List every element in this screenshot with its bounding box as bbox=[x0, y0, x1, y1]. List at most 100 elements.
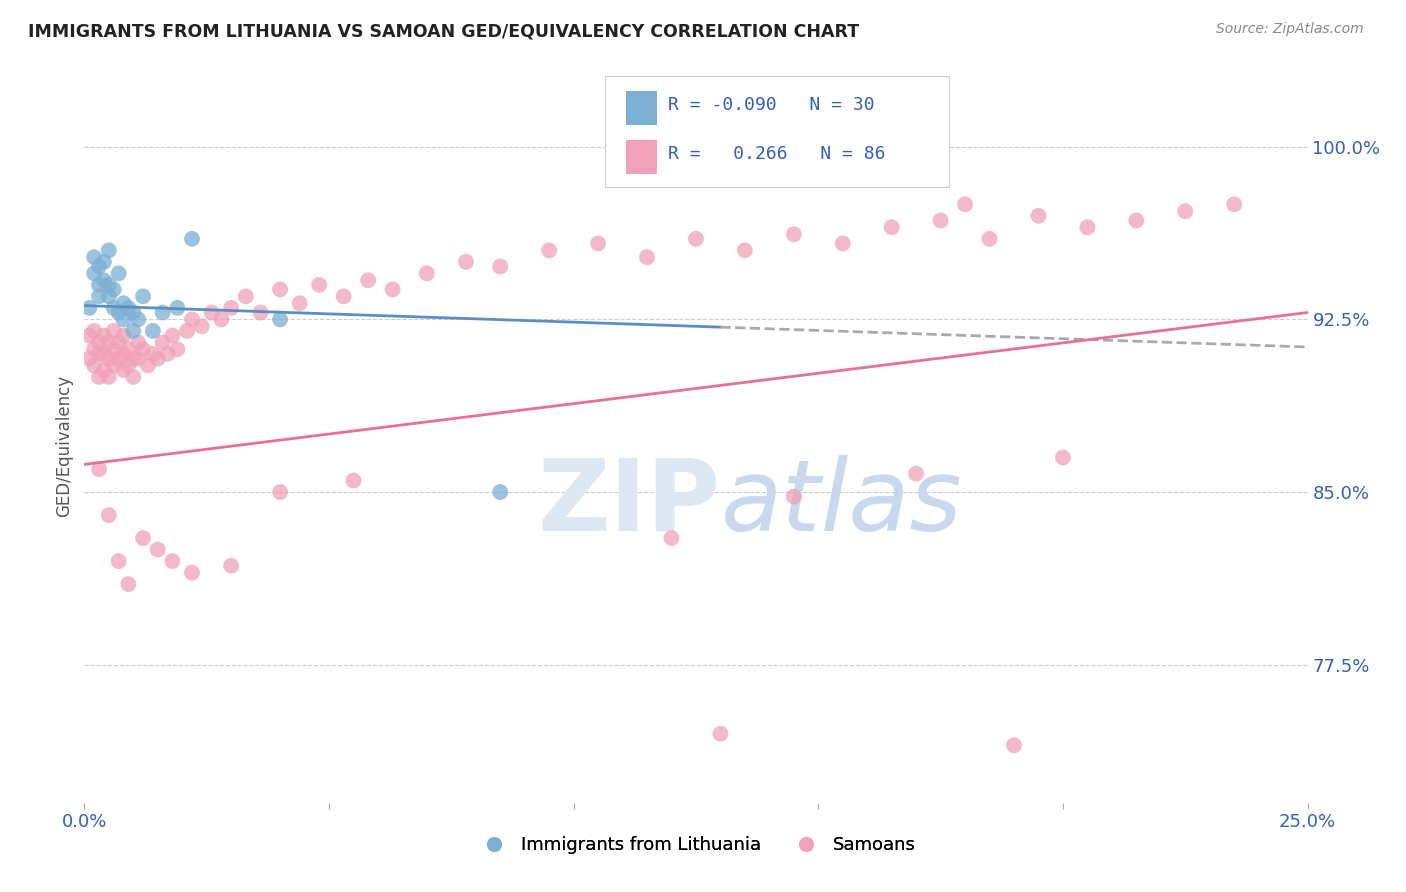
Samoans bbox=[103, 343, 125, 357]
Samoans bbox=[83, 343, 105, 357]
Immigrants from Lithuania bbox=[181, 232, 204, 246]
Samoans bbox=[209, 312, 232, 326]
Samoans bbox=[1002, 738, 1025, 752]
Immigrants from Lithuania bbox=[87, 277, 110, 292]
Samoans bbox=[219, 558, 242, 573]
Samoans bbox=[783, 227, 806, 242]
Samoans bbox=[191, 319, 214, 334]
Samoans bbox=[1223, 197, 1246, 211]
Immigrants from Lithuania bbox=[93, 255, 115, 269]
Samoans bbox=[342, 474, 364, 488]
Samoans bbox=[136, 359, 159, 373]
Samoans bbox=[357, 273, 380, 287]
Text: R =   0.266   N = 86: R = 0.266 N = 86 bbox=[668, 145, 886, 162]
Samoans bbox=[122, 351, 145, 366]
Text: R = -0.090   N = 30: R = -0.090 N = 30 bbox=[668, 95, 875, 113]
Samoans bbox=[97, 335, 120, 350]
Samoans bbox=[880, 220, 903, 235]
Samoans bbox=[112, 328, 135, 343]
Samoans bbox=[87, 370, 110, 384]
Samoans bbox=[269, 485, 291, 500]
Samoans bbox=[93, 363, 115, 377]
Samoans bbox=[93, 328, 115, 343]
Samoans bbox=[156, 347, 179, 361]
Immigrants from Lithuania bbox=[97, 277, 120, 292]
Immigrants from Lithuania bbox=[142, 324, 165, 338]
Immigrants from Lithuania bbox=[87, 260, 110, 274]
Samoans bbox=[87, 347, 110, 361]
Samoans bbox=[77, 328, 100, 343]
Immigrants from Lithuania bbox=[93, 273, 115, 287]
Y-axis label: GED/Equivalency: GED/Equivalency bbox=[55, 375, 73, 517]
Immigrants from Lithuania bbox=[709, 140, 731, 154]
Samoans bbox=[636, 250, 658, 264]
Samoans bbox=[1076, 220, 1098, 235]
Samoans bbox=[783, 490, 806, 504]
Samoans bbox=[87, 335, 110, 350]
Samoans bbox=[107, 554, 129, 568]
Samoans bbox=[685, 232, 707, 246]
Immigrants from Lithuania bbox=[87, 289, 110, 303]
Samoans bbox=[332, 289, 354, 303]
Samoans bbox=[152, 335, 174, 350]
Samoans bbox=[219, 301, 242, 315]
Samoans bbox=[235, 289, 257, 303]
Text: IMMIGRANTS FROM LITHUANIA VS SAMOAN GED/EQUIVALENCY CORRELATION CHART: IMMIGRANTS FROM LITHUANIA VS SAMOAN GED/… bbox=[28, 22, 859, 40]
Samoans bbox=[1052, 450, 1074, 465]
Samoans bbox=[112, 347, 135, 361]
Samoans bbox=[381, 283, 404, 297]
Samoans bbox=[93, 347, 115, 361]
Text: ZIP: ZIP bbox=[537, 455, 720, 551]
Samoans bbox=[661, 531, 683, 545]
Samoans bbox=[831, 236, 853, 251]
Samoans bbox=[107, 351, 129, 366]
Immigrants from Lithuania bbox=[112, 312, 135, 326]
Samoans bbox=[103, 359, 125, 373]
Samoans bbox=[142, 347, 165, 361]
Samoans bbox=[1028, 209, 1050, 223]
Immigrants from Lithuania bbox=[166, 301, 188, 315]
Immigrants from Lithuania bbox=[122, 305, 145, 319]
Legend: Immigrants from Lithuania, Samoans: Immigrants from Lithuania, Samoans bbox=[468, 830, 924, 862]
Immigrants from Lithuania bbox=[269, 312, 291, 326]
Samoans bbox=[162, 554, 184, 568]
Samoans bbox=[107, 335, 129, 350]
Samoans bbox=[87, 462, 110, 476]
Samoans bbox=[146, 542, 169, 557]
Immigrants from Lithuania bbox=[97, 289, 120, 303]
Samoans bbox=[83, 324, 105, 338]
Samoans bbox=[122, 370, 145, 384]
Samoans bbox=[146, 351, 169, 366]
Samoans bbox=[117, 577, 139, 591]
Samoans bbox=[489, 260, 512, 274]
Samoans bbox=[953, 197, 976, 211]
Samoans bbox=[269, 283, 291, 297]
Samoans bbox=[709, 727, 731, 741]
Immigrants from Lithuania bbox=[152, 305, 174, 319]
Samoans bbox=[132, 343, 155, 357]
Samoans bbox=[200, 305, 222, 319]
Samoans bbox=[117, 343, 139, 357]
Immigrants from Lithuania bbox=[127, 312, 149, 326]
Samoans bbox=[162, 328, 184, 343]
Samoans bbox=[1125, 213, 1147, 227]
Samoans bbox=[181, 312, 204, 326]
Immigrants from Lithuania bbox=[83, 266, 105, 280]
Immigrants from Lithuania bbox=[122, 324, 145, 338]
Samoans bbox=[166, 343, 188, 357]
Samoans bbox=[929, 213, 952, 227]
Samoans bbox=[416, 266, 439, 280]
Samoans bbox=[83, 359, 105, 373]
Immigrants from Lithuania bbox=[83, 250, 105, 264]
Samoans bbox=[97, 351, 120, 366]
Immigrants from Lithuania bbox=[103, 301, 125, 315]
Samoans bbox=[176, 324, 198, 338]
Samoans bbox=[1174, 204, 1197, 219]
Samoans bbox=[117, 359, 139, 373]
Samoans bbox=[127, 351, 149, 366]
Text: atlas: atlas bbox=[720, 455, 962, 551]
Samoans bbox=[979, 232, 1001, 246]
Immigrants from Lithuania bbox=[107, 266, 129, 280]
Immigrants from Lithuania bbox=[117, 301, 139, 315]
Samoans bbox=[249, 305, 271, 319]
